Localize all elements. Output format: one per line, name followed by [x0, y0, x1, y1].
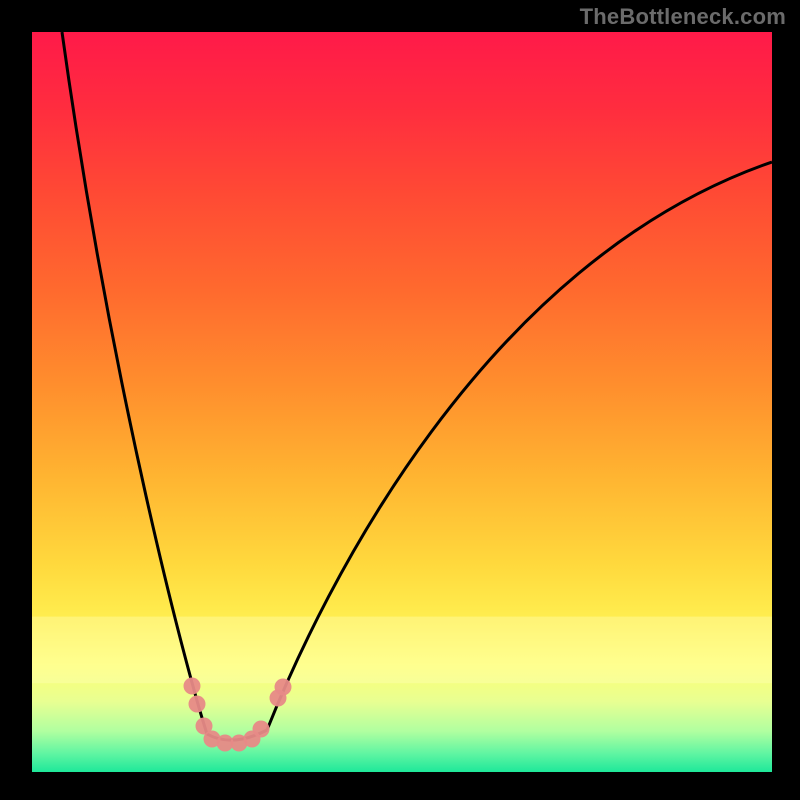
curve-left-branch: [62, 32, 207, 734]
chart-outer-frame: TheBottleneck.com: [0, 0, 800, 800]
curve-right-branch: [267, 162, 772, 730]
bottleneck-curve: [32, 32, 772, 772]
data-point-marker: [253, 721, 270, 738]
plot-area: [32, 32, 772, 772]
data-point-marker: [189, 696, 206, 713]
data-point-marker: [275, 679, 292, 696]
data-point-marker: [184, 678, 201, 695]
watermark-text: TheBottleneck.com: [580, 4, 786, 30]
